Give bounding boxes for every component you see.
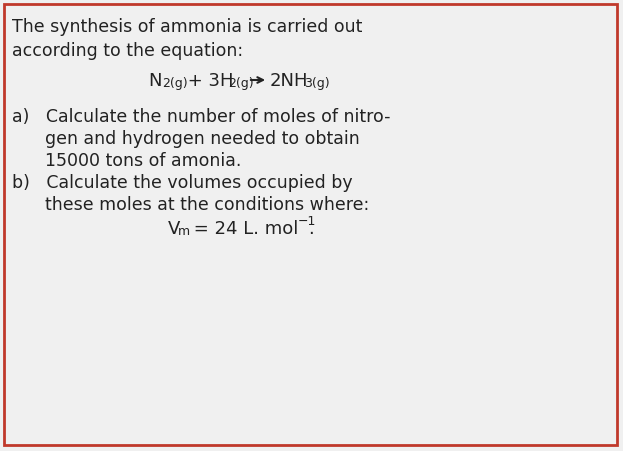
Text: N: N xyxy=(148,72,161,90)
Text: + 3H: + 3H xyxy=(182,72,234,90)
Text: .: . xyxy=(308,220,314,238)
Text: gen and hydrogen needed to obtain: gen and hydrogen needed to obtain xyxy=(12,130,359,148)
Text: 2(g): 2(g) xyxy=(228,77,254,90)
Text: 2(g): 2(g) xyxy=(162,77,188,90)
Text: according to the equation:: according to the equation: xyxy=(12,42,243,60)
Text: The synthesis of ammonia is carried out: The synthesis of ammonia is carried out xyxy=(12,18,363,36)
Text: = 24 L. mol: = 24 L. mol xyxy=(188,220,298,238)
Text: these moles at the conditions where:: these moles at the conditions where: xyxy=(12,196,369,214)
Text: V: V xyxy=(168,220,181,238)
Text: 2NH: 2NH xyxy=(270,72,308,90)
Text: a)   Calculate the number of moles of nitro-: a) Calculate the number of moles of nitr… xyxy=(12,108,391,126)
Text: b)   Calculate the volumes occupied by: b) Calculate the volumes occupied by xyxy=(12,174,353,192)
Text: −1: −1 xyxy=(298,215,316,228)
Text: 15000 tons of amonia.: 15000 tons of amonia. xyxy=(12,152,241,170)
Text: 3(g): 3(g) xyxy=(304,77,330,90)
FancyBboxPatch shape xyxy=(4,4,617,445)
Text: m: m xyxy=(178,225,190,238)
